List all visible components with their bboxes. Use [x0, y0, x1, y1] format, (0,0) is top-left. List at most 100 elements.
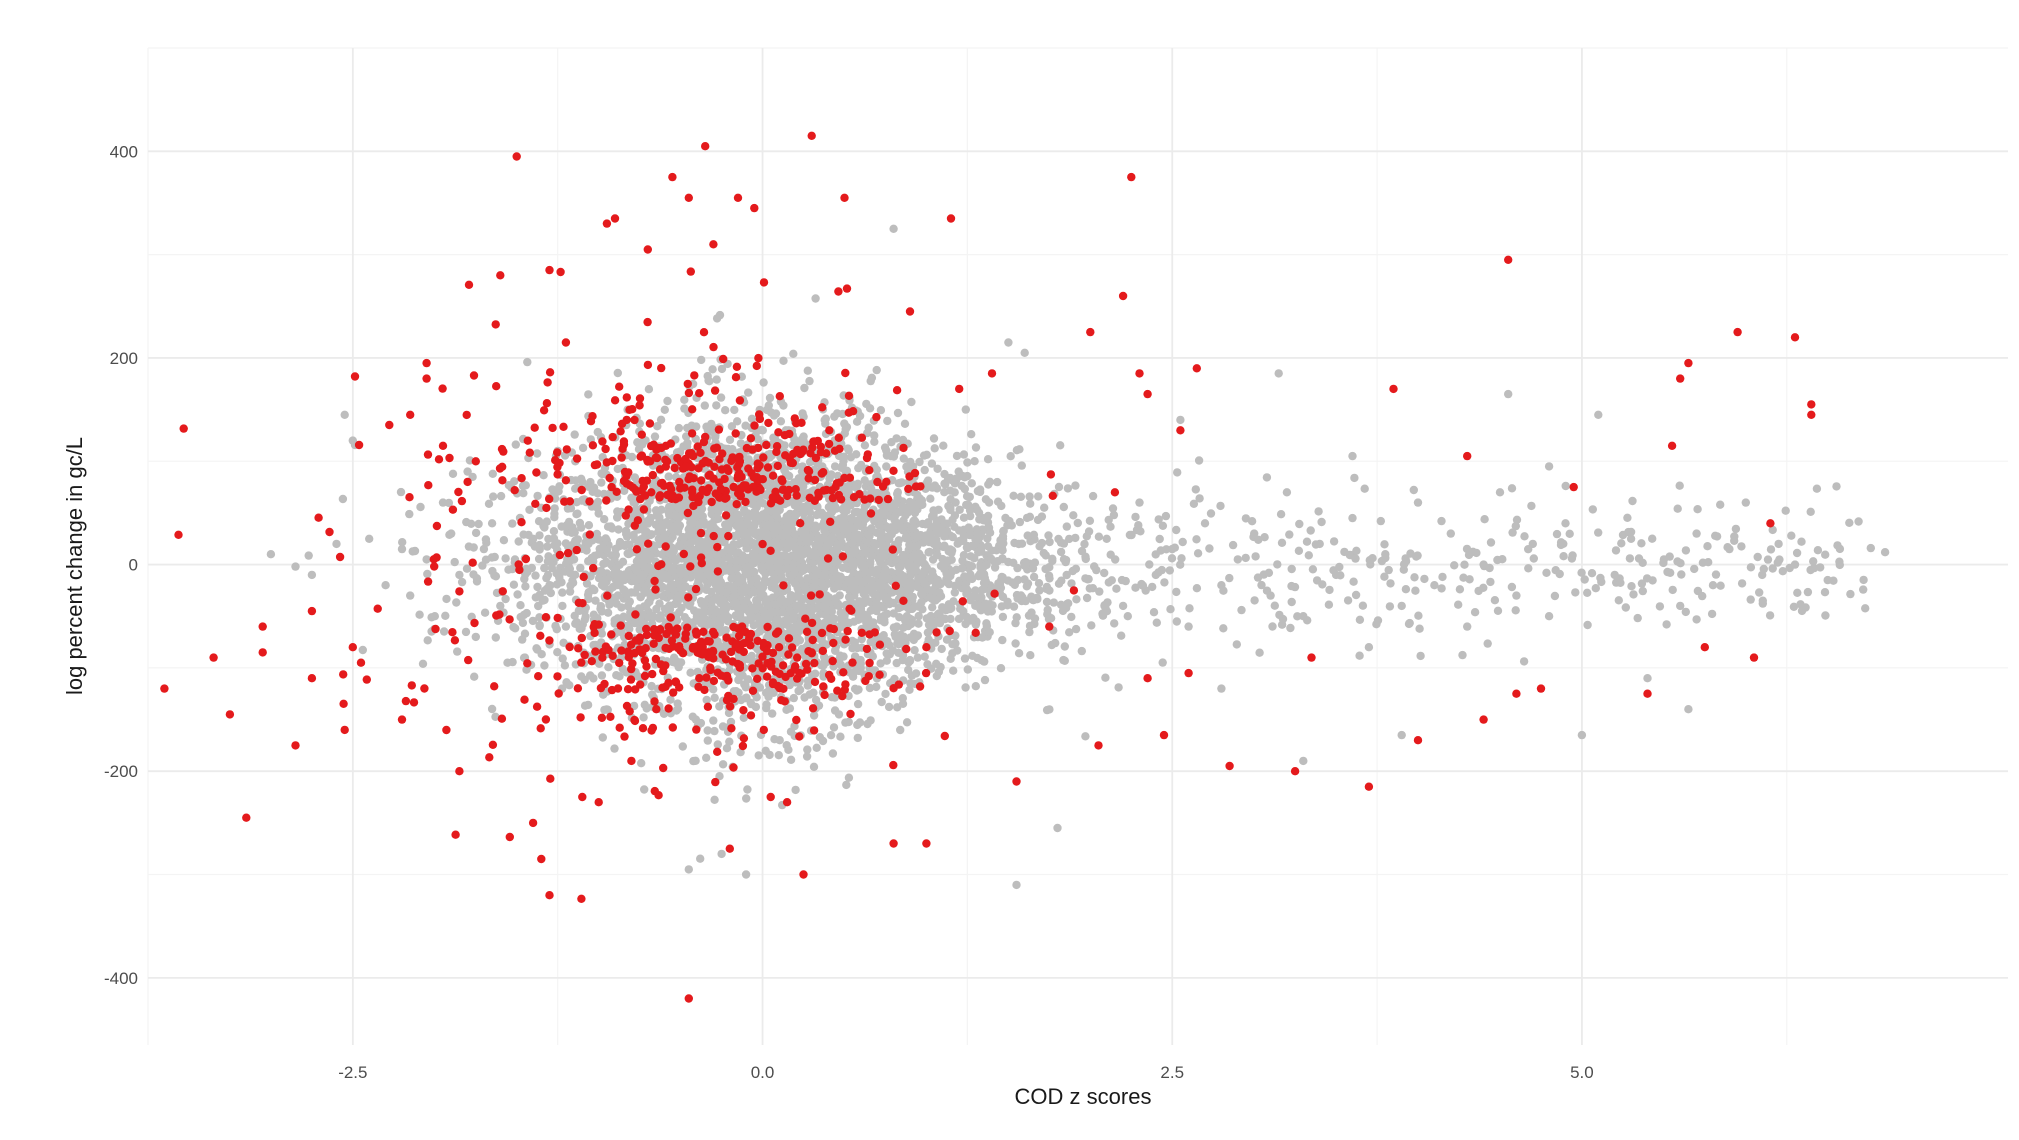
grey-point: [939, 441, 948, 450]
grey-point: [910, 501, 920, 510]
grey-point: [1035, 542, 1044, 551]
grey-point: [780, 466, 789, 475]
grey-point: [1056, 441, 1065, 450]
grey-point: [1200, 519, 1210, 528]
grey-point: [1583, 620, 1592, 630]
grey-point: [1104, 515, 1113, 525]
grey-point: [738, 588, 747, 597]
red-point: [658, 683, 667, 692]
grey-point: [1004, 576, 1013, 585]
grey-point: [537, 650, 546, 659]
grey-point: [1349, 577, 1358, 586]
red-point: [889, 760, 898, 770]
grey-point: [802, 752, 812, 761]
grey-point: [590, 585, 599, 595]
grey-point: [1026, 651, 1035, 660]
grey-point: [1823, 575, 1832, 585]
grey-point: [1835, 557, 1844, 566]
grey-point: [1177, 554, 1186, 563]
grey-point: [761, 746, 770, 755]
grey-point: [1544, 462, 1554, 471]
grey-point: [1673, 504, 1682, 513]
grey-point: [1571, 588, 1580, 597]
grey-point: [920, 465, 929, 475]
grey-point: [1225, 573, 1234, 583]
grey-point: [1583, 588, 1592, 597]
grey-point: [1081, 732, 1090, 741]
grey-point: [605, 600, 614, 609]
grey-point: [487, 519, 497, 528]
grey-point: [1067, 579, 1076, 588]
grey-point: [901, 532, 911, 542]
grey-point: [1127, 530, 1136, 540]
grey-point: [778, 608, 787, 617]
grey-point: [1041, 551, 1051, 560]
grey-point: [1415, 624, 1424, 633]
grey-point: [593, 427, 602, 437]
grey-point: [1854, 517, 1863, 526]
grey-point: [646, 513, 655, 523]
grey-point: [1352, 546, 1361, 555]
grey-point: [853, 521, 862, 530]
grey-point: [715, 702, 724, 711]
grey-point: [1627, 582, 1636, 591]
grey-point: [781, 598, 790, 607]
grey-point: [743, 785, 752, 794]
grey-point: [917, 496, 927, 505]
grey-point: [520, 574, 529, 584]
grey-point: [484, 499, 494, 508]
grey-point: [1414, 611, 1423, 620]
grey-point: [1233, 555, 1243, 564]
red-point: [741, 497, 750, 507]
grey-point: [675, 566, 685, 576]
grey-point: [1250, 596, 1259, 605]
grey-point: [752, 693, 761, 702]
grey-point: [586, 477, 595, 487]
grey-point: [1095, 587, 1104, 596]
grey-point: [851, 482, 860, 492]
grey-point: [957, 564, 967, 573]
grey-point: [879, 572, 888, 582]
red-point: [687, 429, 697, 438]
grey-point: [872, 465, 881, 474]
red-point: [872, 412, 881, 422]
grey-point: [1293, 612, 1302, 621]
grey-point: [961, 579, 970, 589]
grey-point: [1413, 551, 1422, 560]
grey-point: [930, 444, 939, 453]
grey-point: [896, 570, 906, 579]
grey-point: [844, 773, 854, 782]
grey-point: [447, 529, 456, 538]
grey-point: [1026, 499, 1035, 508]
grey-point: [875, 514, 884, 523]
grey-point: [715, 772, 724, 781]
grey-point: [1490, 596, 1500, 605]
red-point: [841, 635, 850, 644]
grey-point: [1524, 564, 1533, 573]
grey-point: [913, 653, 922, 662]
grey-point: [694, 568, 703, 577]
grey-point: [1262, 473, 1272, 482]
grey-point: [926, 494, 935, 503]
grey-point: [979, 585, 988, 594]
grey-point: [594, 550, 603, 559]
grey-point: [1100, 568, 1109, 578]
grey-point: [760, 578, 770, 587]
grey-point: [620, 540, 630, 550]
grey-point: [705, 377, 714, 386]
grey-point: [1172, 617, 1182, 626]
grey-point: [1080, 539, 1089, 549]
grey-point: [680, 582, 689, 592]
grey-point: [1285, 530, 1294, 539]
grey-point: [729, 592, 738, 602]
grey-point: [724, 708, 734, 718]
grey-point: [963, 500, 973, 509]
grey-point: [528, 616, 538, 626]
grey-point: [571, 484, 580, 493]
grey-point: [672, 616, 682, 625]
grey-point: [924, 518, 933, 527]
grey-point: [893, 488, 902, 497]
grey-point: [791, 785, 800, 795]
grey-point: [580, 675, 589, 685]
grey-point: [946, 495, 955, 504]
